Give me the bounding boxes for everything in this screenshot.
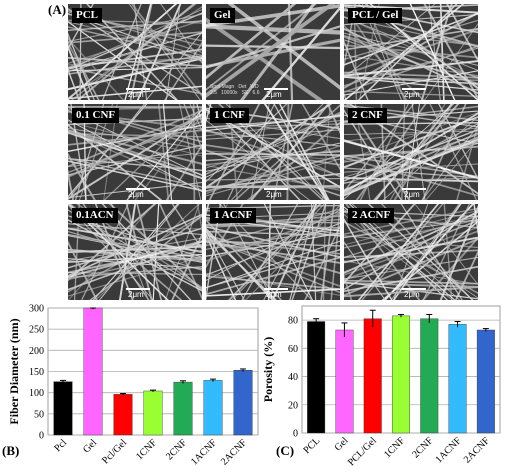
sem-image-label: 2 CNF (348, 108, 387, 123)
fiber-texture (206, 4, 340, 100)
sem-image-label: 1 CNF (210, 108, 249, 123)
y-tick-label: 0 (39, 431, 44, 442)
scale-bar (126, 288, 150, 290)
x-tick-label: 1ACNF (434, 435, 464, 465)
panel-label-b: (B) (2, 443, 20, 458)
sem-image: 1 CNF 2μm (206, 104, 340, 200)
x-tick-label: PCL/Gel (346, 435, 379, 468)
scale-bar (126, 88, 150, 90)
y-tick-label: 20 (288, 400, 298, 411)
sem-image: Gel 2μm Spot Magn Det WD 2.5 10000x SE 6.6 (206, 4, 340, 100)
x-tick-label: Gel (81, 437, 99, 455)
scale-bar-label: 2μm (128, 90, 144, 99)
x-tick-label: PCL (302, 435, 323, 456)
bar (113, 394, 133, 436)
panel-label-a: (A) (48, 2, 67, 17)
bar (53, 381, 73, 436)
scale-bar (402, 188, 426, 190)
x-tick-label: 1CNF (382, 435, 407, 460)
sem-image-label: Gel (210, 8, 235, 23)
bar (143, 390, 163, 436)
bar (335, 329, 354, 434)
sem-image-grid: PCL 2μm Gel 2μm Spot Magn Det WD 2.5 10000x … (68, 4, 478, 304)
bar (420, 318, 439, 434)
fiber-texture (344, 104, 478, 200)
x-tick-label: 2ACNF (219, 437, 249, 467)
bar (83, 307, 103, 436)
scale-bar (264, 88, 288, 90)
fiber-diameter-chart: 0 50 100 150 200 250 300 Fiber Diameter (nm) Pcl… (7, 304, 259, 468)
panel-label-c: (C) (276, 443, 295, 458)
y-tick-label: 40 (288, 372, 298, 383)
scale-bar-label: 2μm (266, 290, 282, 299)
sem-image: 2 CNF 2μm (344, 104, 478, 200)
bar (173, 381, 193, 436)
y-tick-label: 200 (29, 346, 44, 357)
bar (448, 324, 467, 434)
scale-bar-label: 2μm (128, 290, 144, 299)
sem-image-label: 2 ACNF (348, 208, 395, 223)
y-tick-label: 250 (29, 325, 44, 336)
sem-image: 2 ACNF 2μm (344, 204, 478, 300)
scale-bar-label: 2μm (266, 190, 282, 199)
bar (307, 321, 326, 434)
x-tick-label: 2CNF (164, 437, 189, 462)
x-tick-label: Gel (333, 435, 351, 453)
x-tick-label: Pcl (52, 437, 69, 454)
bar (392, 315, 410, 434)
scale-bar-label: 2μm (404, 90, 420, 99)
sem-metadata: Spot Magn Det WD 2.5 10000x SE 6.6 (210, 84, 260, 96)
sem-image: 1 ACNF 2μm (206, 204, 340, 300)
bar (476, 329, 495, 434)
y-axis-title: Fiber Diameter (nm) (7, 318, 21, 424)
x-tick-label: Pcl/Gel (100, 437, 129, 466)
scale-bar-label: 2μm (266, 90, 282, 99)
scale-bar (264, 188, 288, 190)
y-tick-label: 50 (34, 409, 44, 420)
scale-bar (264, 288, 288, 290)
scale-bar-label: 2μm (128, 190, 144, 199)
y-tick-label: 150 (29, 367, 44, 378)
sem-image-label: 0.1 CNF (72, 108, 120, 123)
scale-bar (402, 88, 426, 90)
bar (203, 380, 223, 436)
y-axis-title: Porosity (%) (262, 337, 275, 402)
y-tick-label: 80 (288, 316, 298, 327)
fiber-texture (68, 104, 202, 200)
sem-image-label: PCL / Gel (348, 8, 403, 23)
x-tick-label: 1CNF (134, 437, 159, 462)
sem-image: PCL / Gel 2μm (344, 4, 478, 100)
sem-image: 0.1 CNF 2μm (68, 104, 202, 200)
sem-image-label: 1 ACNF (210, 208, 257, 223)
scale-bar (402, 288, 426, 290)
y-tick-label: 100 (29, 388, 44, 399)
sem-image: 0.1ACN 2μm (68, 204, 202, 300)
scale-bar-label: 2μm (404, 190, 420, 199)
x-tick-label: 1ACNF (189, 437, 219, 467)
x-tick-label: 2ACNF (462, 435, 492, 465)
x-tick-label: 2CNF (410, 435, 435, 460)
y-tick-label: 0 (293, 429, 298, 440)
bar (363, 318, 382, 434)
sem-image: PCL 2μm (68, 4, 202, 100)
y-tick-label: 60 (288, 344, 298, 355)
sem-image-label: PCL (72, 8, 102, 23)
sem-image-label: 0.1ACN (72, 208, 118, 223)
y-tick-label: 300 (29, 304, 44, 315)
scale-bar (126, 188, 150, 190)
bar (233, 370, 253, 436)
scale-bar-label: 2μm (404, 290, 420, 299)
